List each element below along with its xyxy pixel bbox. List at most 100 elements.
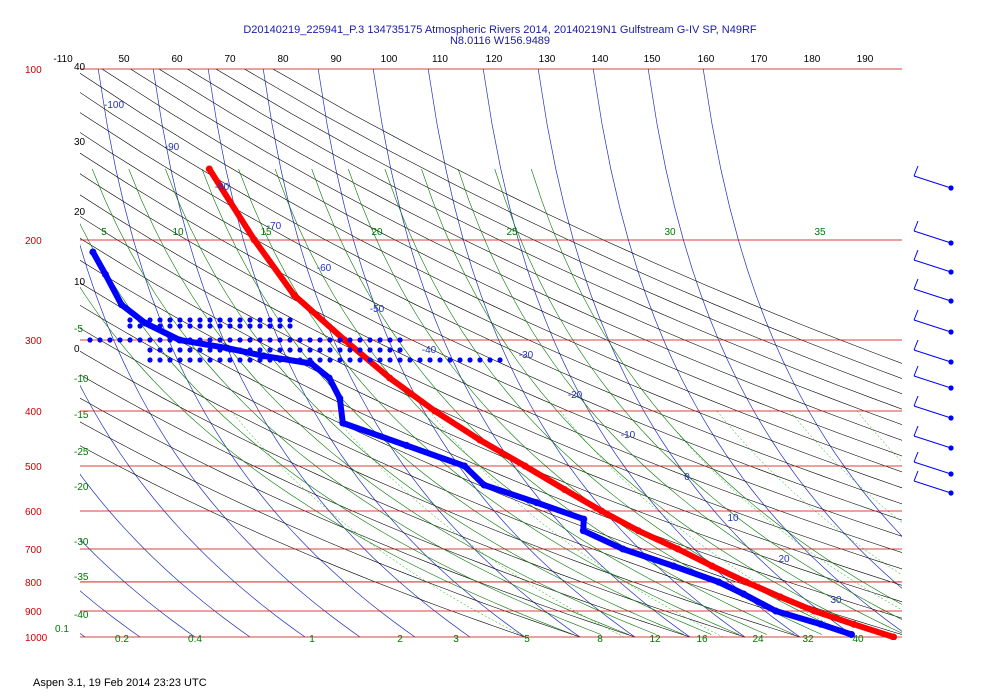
mixing-ratio-label: 2	[397, 634, 403, 645]
dry-adiabat-line	[80, 237, 902, 603]
dewpoint-dot	[397, 347, 403, 353]
dry-adiabat-line	[130, 69, 902, 441]
dewpoint-dot	[177, 357, 183, 363]
dry-adiabat-line	[101, 69, 902, 457]
left-temp-label: -40	[74, 610, 89, 621]
theta-e-label: 30	[664, 227, 676, 238]
wind-barb-base	[948, 445, 954, 451]
dewpoint-dot	[127, 337, 133, 343]
moist-adiabat-line	[201, 168, 712, 635]
wind-barb-base	[948, 185, 954, 191]
left-temp-label: 30	[74, 137, 86, 148]
mixing-ratio-line	[231, 410, 526, 638]
dewpoint-dot	[377, 347, 383, 353]
isotherm-label: -60	[317, 263, 332, 274]
dewpoint-profile-point	[402, 441, 410, 449]
temperature-profile-point	[708, 562, 716, 570]
sounding-profiles	[87, 165, 897, 640]
dewpoint-dot	[397, 337, 403, 343]
isotherm-line	[80, 384, 306, 638]
isotherm-label: -50	[370, 304, 385, 315]
dewpoint-profile-point	[339, 419, 347, 427]
dewpoint-dot	[217, 323, 223, 329]
temperature-profile-point	[476, 436, 484, 444]
isotherm-label: -10	[621, 430, 636, 441]
mixing-ratio-label: 0.1	[55, 624, 69, 635]
dewpoint-dot	[217, 317, 223, 323]
dewpoint-dot	[497, 357, 503, 363]
temperature-profile-point	[776, 593, 784, 601]
dewpoint-dot	[327, 337, 333, 343]
dewpoint-dot	[207, 323, 213, 329]
dewpoint-dot	[257, 317, 263, 323]
dewpoint-dot	[147, 337, 153, 343]
wind-barb-base	[948, 269, 954, 275]
dewpoint-dot	[277, 337, 283, 343]
isotherm-label: 0	[684, 472, 690, 483]
wind-barb-feather	[913, 278, 919, 290]
temperature-profile-point	[674, 545, 682, 553]
dewpoint-dot	[187, 323, 193, 329]
isotherm-label: -90	[165, 142, 180, 153]
theta-e-label: 5	[101, 227, 107, 238]
mixing-ratio-label: 32	[802, 634, 814, 645]
dewpoint-dot	[307, 357, 313, 363]
dry-adiabat-line	[272, 69, 902, 364]
isotherm-line	[80, 473, 251, 638]
dewpoint-dot	[207, 347, 213, 353]
dewpoint-dot	[437, 357, 443, 363]
dewpoint-dot	[237, 317, 243, 323]
wind-barb-staff	[913, 175, 952, 189]
isotherm-label: -20	[568, 390, 583, 401]
dewpoint-profile-point	[740, 590, 748, 598]
mixing-ratio-line	[956, 411, 1000, 637]
dewpoint-dot	[227, 347, 233, 353]
dewpoint-dot	[207, 357, 213, 363]
dry-adiabat-line	[80, 397, 636, 638]
dewpoint-dot	[387, 337, 393, 343]
isotherm-line	[592, 69, 902, 632]
dewpoint-dot	[167, 317, 173, 323]
dewpoint-dot	[187, 337, 193, 343]
dewpoint-dot	[197, 357, 203, 363]
dewpoint-dot	[287, 347, 293, 353]
dewpoint-dot	[397, 357, 403, 363]
dewpoint-dot	[227, 337, 233, 343]
dewpoint-dot	[227, 317, 233, 323]
wind-barb-staff	[913, 405, 952, 419]
wind-barb-base	[948, 471, 954, 477]
dewpoint-profile-point	[141, 319, 149, 327]
wind-barb-base	[948, 298, 954, 304]
temperature-profile-point	[634, 527, 642, 535]
dewpoint-dot	[247, 323, 253, 329]
left-temp-label: -5	[74, 324, 83, 335]
dewpoint-dot	[267, 357, 273, 363]
temperature-profile-point	[386, 374, 394, 382]
left-temp-label: 40	[74, 62, 86, 73]
dewpoint-dot	[107, 337, 113, 343]
wind-barb-base	[948, 329, 954, 335]
pressure-label: 300	[25, 336, 42, 347]
dewpoint-profile-point	[715, 578, 723, 586]
dewpoint-dot	[197, 347, 203, 353]
isotherm-line	[702, 69, 902, 537]
dewpoint-dot	[377, 357, 383, 363]
dewpoint-dot	[247, 347, 253, 353]
dewpoint-dot	[317, 357, 323, 363]
dewpoint-dot	[327, 357, 333, 363]
wind-barb-staff	[913, 230, 952, 244]
dewpoint-dot	[377, 337, 383, 343]
wind-barb-staff	[913, 288, 952, 302]
dewpoint-dot	[257, 357, 263, 363]
left-temp-label: -15	[74, 410, 89, 421]
pressure-label: 900	[25, 607, 42, 618]
dewpoint-profile-point	[336, 394, 344, 402]
dewpoint-dot	[237, 357, 243, 363]
wind-barb-staff	[913, 435, 952, 449]
dewpoint-dot	[487, 357, 493, 363]
dewpoint-dot	[177, 337, 183, 343]
temperature-profile-point	[205, 165, 213, 173]
isotherm-line	[427, 69, 746, 638]
